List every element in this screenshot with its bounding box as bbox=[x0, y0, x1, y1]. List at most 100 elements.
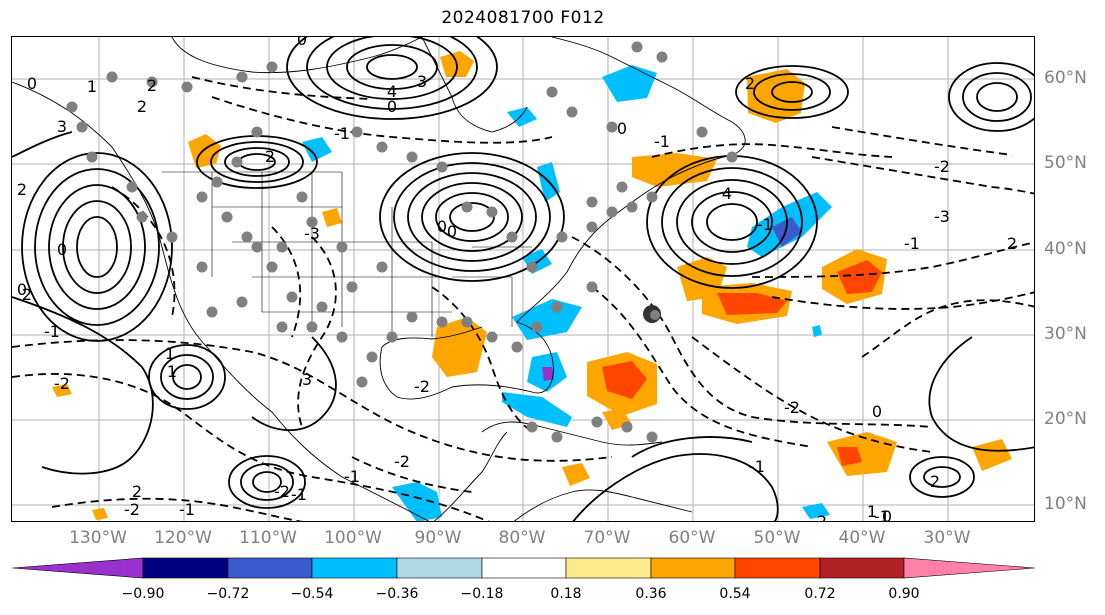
lon-label-80w: 80°W bbox=[498, 528, 546, 548]
blue-patch-far-south bbox=[802, 503, 830, 519]
contour-ring-8-1 bbox=[962, 72, 1032, 122]
colorbar-tick-9: 0.90 bbox=[888, 586, 920, 602]
contour-ring-9-0 bbox=[923, 466, 961, 488]
station-dot-53 bbox=[551, 431, 563, 443]
contour-label-8: 3 bbox=[417, 72, 427, 91]
station-dot-32 bbox=[616, 181, 628, 193]
station-dot-3 bbox=[236, 71, 248, 83]
contour-ring-6-0 bbox=[172, 364, 202, 390]
station-dot-61 bbox=[196, 261, 208, 273]
contour-ring-3-3 bbox=[661, 167, 803, 277]
contour-ring-6-2 bbox=[148, 344, 226, 410]
colorbar-tick-6: 0.36 bbox=[635, 586, 667, 602]
station-dot-35 bbox=[566, 106, 578, 118]
dashed-contour-16 bbox=[861, 299, 1034, 358]
station-dot-47 bbox=[436, 316, 448, 328]
contour-ring-3-1 bbox=[691, 191, 773, 253]
contour-label-15: -1 bbox=[44, 322, 60, 341]
purple-patch-florida bbox=[542, 367, 554, 381]
contour-label-25: 0 bbox=[437, 217, 447, 236]
lat-label-30n: 30°N bbox=[1044, 324, 1087, 344]
station-dot-39 bbox=[696, 126, 708, 138]
contour-label-46: -2 bbox=[934, 157, 950, 176]
dashed-contour-15 bbox=[691, 336, 933, 453]
contour-label-9: 0 bbox=[387, 97, 397, 116]
dashed-contour-12 bbox=[111, 186, 176, 318]
lon-label-90w: 90°W bbox=[414, 528, 462, 548]
station-dot-49 bbox=[386, 331, 398, 343]
contour-ring-2-2 bbox=[326, 37, 458, 100]
contour-label-33: 2 bbox=[930, 472, 940, 491]
station-dot-6 bbox=[231, 156, 243, 168]
station-dot-36 bbox=[606, 121, 618, 133]
station-dot-40 bbox=[726, 151, 738, 163]
station-dot-44 bbox=[511, 341, 523, 353]
dashed-contour-4 bbox=[571, 236, 933, 428]
dashed-contour-5 bbox=[591, 286, 813, 448]
station-dot-5 bbox=[251, 126, 263, 138]
dashed-contour-18 bbox=[351, 456, 473, 493]
contours bbox=[12, 37, 1034, 521]
contour-ring-3-2 bbox=[676, 179, 788, 265]
station-dot-18 bbox=[296, 191, 308, 203]
contour-label-18: -2 bbox=[54, 374, 70, 393]
contour-ring-5-0 bbox=[252, 471, 282, 493]
station-dot-31 bbox=[646, 191, 658, 203]
colorbar-bin-6 bbox=[565, 557, 652, 579]
contour-label-29: -1 bbox=[344, 467, 360, 486]
contour-label-2: 0 bbox=[27, 74, 37, 93]
station-dot-43 bbox=[531, 321, 543, 333]
lat-label-50n: 50°N bbox=[1044, 153, 1087, 173]
station-dot-14 bbox=[346, 281, 358, 293]
dashed-contour-14 bbox=[651, 143, 893, 158]
colorbar-tick-1: −0.72 bbox=[206, 586, 250, 602]
contour-label-47: 2 bbox=[1007, 234, 1017, 253]
orange-patch-se bbox=[827, 432, 897, 476]
contour-ring-1-4 bbox=[393, 162, 551, 272]
station-dot-56 bbox=[646, 431, 658, 443]
colorbar bbox=[11, 557, 1036, 579]
station-dot-60 bbox=[251, 241, 263, 253]
dashed-contour-6 bbox=[751, 241, 1034, 278]
station-dot-70 bbox=[336, 331, 348, 343]
contour-label-14: 2 bbox=[22, 285, 32, 304]
colorbar-tick-4: −0.18 bbox=[460, 586, 504, 602]
station-dot-24 bbox=[486, 206, 498, 218]
station-markers bbox=[66, 41, 738, 443]
contour-label-44: 0 bbox=[617, 119, 627, 138]
station-dot-10 bbox=[241, 231, 253, 243]
contour-ring-1-3 bbox=[407, 172, 537, 262]
contour-ring-7-2 bbox=[735, 65, 849, 119]
colorbar-tick-2: −0.54 bbox=[290, 586, 334, 602]
colorbar-extend-low bbox=[11, 557, 144, 579]
contour-ring-7-1 bbox=[753, 73, 831, 111]
colorbar-tick-5: 0.18 bbox=[550, 586, 582, 602]
station-dot-48 bbox=[406, 311, 418, 323]
contour-label-19: -3 bbox=[304, 224, 320, 243]
contour-label-4: 2 bbox=[137, 97, 147, 116]
contour-label-39: 0 bbox=[872, 402, 882, 421]
station-dot-69 bbox=[306, 321, 318, 333]
storm-marker bbox=[643, 305, 661, 323]
station-dot-58 bbox=[236, 296, 248, 308]
lon-label-50w: 50°W bbox=[753, 528, 801, 548]
dashed-contour-8 bbox=[811, 156, 1034, 195]
station-dot-8 bbox=[196, 191, 208, 203]
contour-line-1 bbox=[928, 336, 1034, 452]
red-patch-se bbox=[837, 447, 862, 466]
lon-label-120w: 120°W bbox=[154, 528, 212, 548]
orange-patch-canada bbox=[632, 153, 717, 187]
contour-ring-5-1 bbox=[240, 463, 294, 501]
dashed-contour-11 bbox=[271, 226, 302, 338]
lat-label-60n: 60°N bbox=[1044, 68, 1087, 88]
station-dot-19 bbox=[351, 126, 363, 138]
station-dot-59 bbox=[276, 241, 288, 253]
map-panel[interactable]: 0 2 0 1 2 3 2 4 3 0 -1 2 0 0 2 -1 1 1 -2 -3 3 -2 -1 4 -1 0 0 -2 -2 -1… bbox=[11, 36, 1035, 522]
lon-label-100w: 100°W bbox=[324, 528, 382, 548]
station-dot-50 bbox=[366, 351, 378, 363]
contour-label-27: -2 bbox=[414, 377, 430, 396]
contour-label-22: -1 bbox=[291, 485, 307, 504]
dashed-contour-1 bbox=[12, 373, 490, 521]
station-dot-9 bbox=[221, 211, 233, 223]
contour-label-40: -2 bbox=[784, 398, 800, 417]
